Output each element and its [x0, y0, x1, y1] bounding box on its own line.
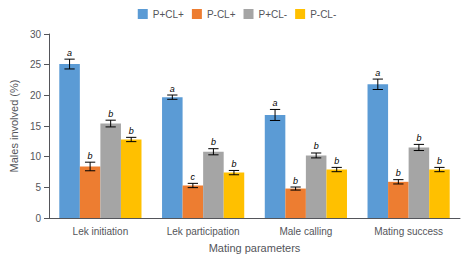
- svg-text:Male calling: Male calling: [279, 226, 332, 237]
- svg-text:5: 5: [35, 182, 41, 193]
- svg-text:0: 0: [35, 213, 41, 224]
- svg-text:Lek initiation: Lek initiation: [73, 226, 129, 237]
- svg-text:b: b: [314, 141, 319, 151]
- svg-text:b: b: [416, 133, 421, 143]
- svg-text:b: b: [231, 159, 236, 169]
- svg-text:30: 30: [30, 29, 42, 40]
- svg-text:b: b: [437, 156, 442, 166]
- svg-text:b: b: [334, 156, 339, 166]
- svg-text:20: 20: [30, 90, 42, 101]
- svg-text:a: a: [273, 98, 278, 108]
- svg-text:a: a: [375, 68, 380, 78]
- svg-text:Males involved (%): Males involved (%): [8, 80, 20, 173]
- svg-text:10: 10: [30, 151, 42, 162]
- svg-text:b: b: [396, 168, 401, 178]
- svg-text:P+CL-: P+CL-: [259, 9, 288, 20]
- svg-text:P-CL-: P-CL-: [310, 9, 336, 20]
- svg-text:a: a: [67, 48, 72, 58]
- svg-text:a: a: [170, 84, 175, 94]
- svg-text:b: b: [129, 126, 134, 136]
- svg-text:b: b: [211, 137, 216, 147]
- svg-text:P+CL+: P+CL+: [153, 9, 184, 20]
- svg-text:c: c: [191, 172, 196, 182]
- svg-text:15: 15: [30, 121, 42, 132]
- svg-text:b: b: [293, 176, 298, 186]
- svg-text:Lek participation: Lek participation: [167, 226, 240, 237]
- svg-text:b: b: [88, 151, 93, 161]
- svg-text:P-CL+: P-CL+: [207, 9, 236, 20]
- svg-text:Mating parameters: Mating parameters: [209, 242, 301, 254]
- svg-text:25: 25: [30, 59, 42, 70]
- svg-text:b: b: [108, 109, 113, 119]
- svg-text:Mating success: Mating success: [374, 226, 443, 237]
